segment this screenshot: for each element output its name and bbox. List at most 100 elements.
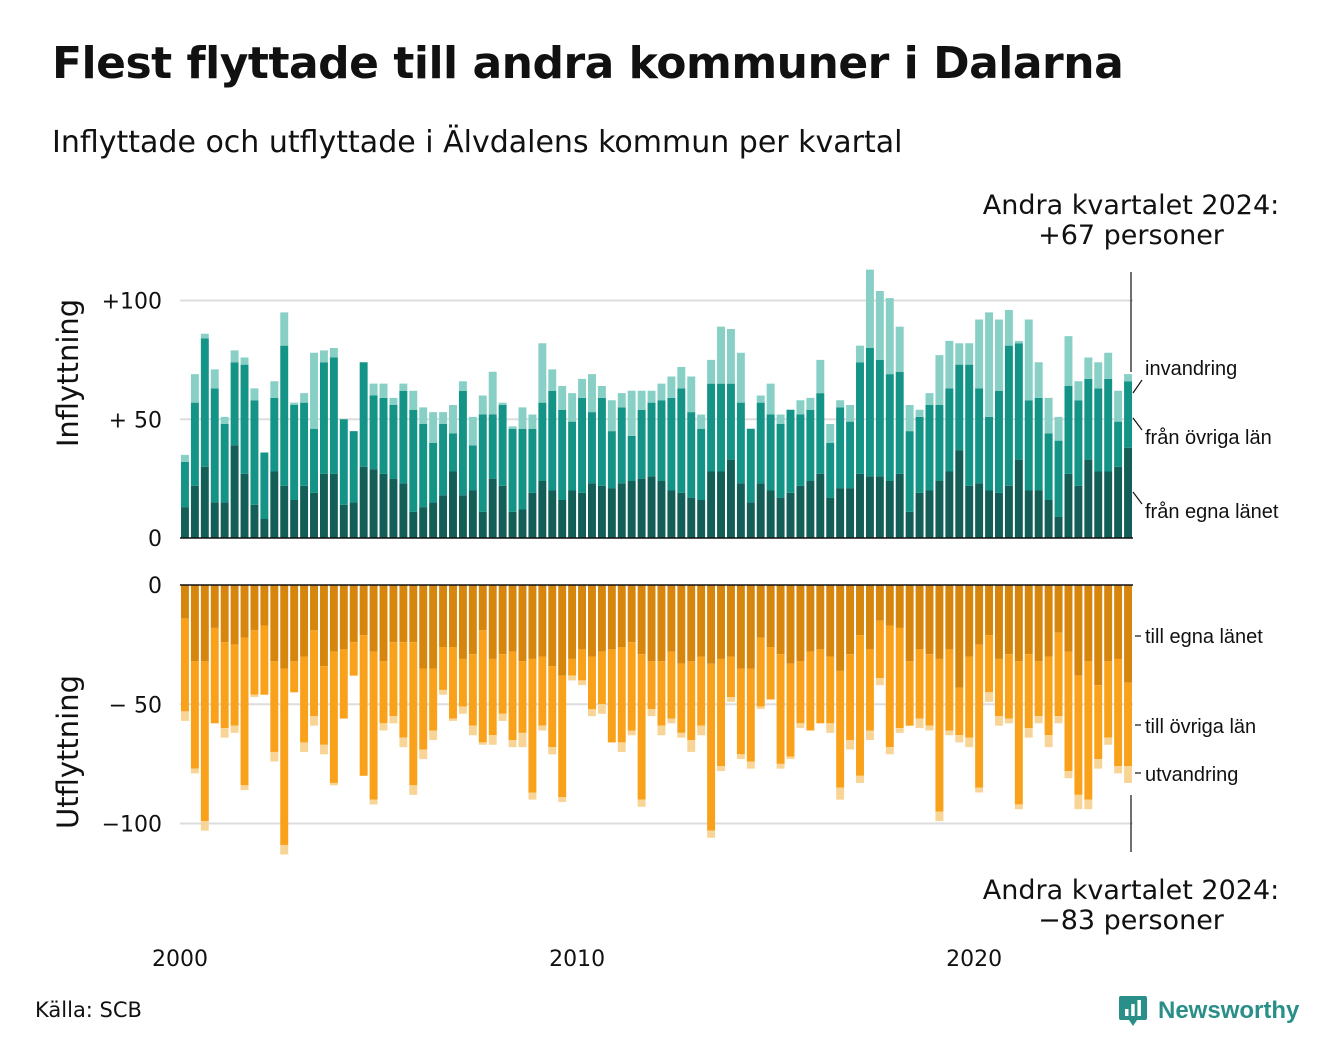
- bar-out-segment: [816, 585, 825, 650]
- bar-out-segment: [588, 709, 596, 717]
- series-label-till-egna-lanet: till egna länet: [1145, 626, 1263, 648]
- bar-in-segment: [270, 471, 279, 538]
- bar-in-segment: [856, 473, 864, 539]
- bar-out-segment: [1084, 661, 1093, 800]
- bar-out-segment: [617, 742, 626, 752]
- bar-out-segment: [885, 747, 894, 755]
- newsworthy-logo[interactable]: Newsworthy: [1118, 994, 1299, 1028]
- bar-out-segment: [1024, 654, 1033, 729]
- bar-out-segment: [955, 735, 964, 743]
- bar-out-segment: [1004, 585, 1013, 655]
- grid-lines: [180, 299, 1133, 825]
- bar-out-segment: [945, 649, 954, 731]
- bar-in-segment: [975, 388, 984, 484]
- bar-in-segment: [230, 445, 239, 539]
- bar-in-segment: [647, 476, 656, 538]
- bar-out-segment: [200, 821, 209, 831]
- bar-in-segment: [875, 359, 884, 477]
- bar-out-segment: [379, 723, 388, 731]
- bar-out-segment: [478, 630, 487, 743]
- bar-out-segment: [1034, 585, 1043, 662]
- bar-in-segment: [498, 402, 507, 406]
- bar-in-segment: [1024, 400, 1033, 491]
- bar-out-segment: [468, 654, 477, 726]
- bar-in-segment: [1074, 485, 1083, 538]
- bar-out-segment: [458, 658, 467, 707]
- bar-out-segment: [558, 585, 567, 676]
- bar-out-segment: [260, 625, 269, 695]
- bar-out-segment: [1024, 728, 1033, 738]
- bar-in-segment: [419, 424, 428, 508]
- bar-out-segment: [538, 585, 547, 657]
- bar-out-segment: [220, 728, 229, 738]
- bar-out-segment: [478, 742, 487, 745]
- bar-in-segment: [578, 378, 587, 398]
- xtick-label: 2010: [549, 947, 605, 972]
- bar-out-segment: [290, 585, 299, 662]
- bar-in-segment: [319, 350, 328, 363]
- bar-out-segment: [399, 642, 408, 738]
- bar-out-segment: [796, 661, 805, 724]
- bar-out-segment: [637, 654, 646, 800]
- bar-out-segment: [717, 585, 725, 659]
- bar-out-segment: [439, 647, 448, 690]
- series-labels: invandring från övriga län från egna län…: [1145, 358, 1279, 786]
- bar-out-segment: [1114, 766, 1123, 774]
- bar-out-segment: [925, 725, 934, 731]
- bar-in-segment: [836, 488, 845, 539]
- bar-in-segment: [230, 350, 239, 363]
- bar-in-segment: [478, 414, 487, 512]
- bar-in-segment: [190, 485, 199, 538]
- bar-in-segment: [488, 414, 497, 479]
- bar-in-segment: [270, 381, 279, 398]
- bar-out-segment: [726, 697, 735, 702]
- bar-in-segment: [558, 386, 567, 410]
- series-label-fran-egna-lanet: från egna länet: [1145, 501, 1279, 523]
- bar-out-segment: [508, 740, 517, 748]
- bar-in-segment: [1054, 416, 1063, 441]
- bar-in-segment: [190, 374, 199, 403]
- bar-out-segment: [826, 585, 835, 657]
- bar-out-segment: [250, 630, 259, 695]
- bar-in-segment: [200, 466, 209, 538]
- bar-in-segment: [1104, 352, 1113, 379]
- bar-out-segment: [290, 661, 299, 693]
- bar-in-segment: [260, 519, 269, 538]
- bar-in-segment: [329, 348, 338, 358]
- xtick-label: 2000: [152, 947, 208, 972]
- bar-in-segment: [816, 393, 825, 474]
- bar-out-segment: [449, 718, 457, 721]
- bar-out-segment: [736, 585, 745, 669]
- bar-out-segment: [905, 661, 914, 726]
- axes: 0 + 50 +100 0 − 50 −100 2000 2010 2020: [102, 290, 1133, 972]
- bar-in-segment: [865, 348, 874, 477]
- bar-in-segment: [210, 369, 219, 389]
- bar-out-segment: [995, 585, 1003, 659]
- bar-in-segment: [627, 435, 636, 482]
- bar-out-segment: [717, 766, 725, 772]
- bar-in-segment: [290, 402, 299, 406]
- bar-out-segment: [1004, 654, 1013, 719]
- bar-out-segment: [597, 651, 606, 705]
- bar-in-segment: [558, 500, 567, 538]
- bar-out-segment: [329, 782, 338, 786]
- annotation-out-line1: Andra kvartalet 2024:: [983, 875, 1279, 906]
- bar-out-segment: [329, 651, 338, 783]
- series-label-till-ovriga-lan: till övriga län: [1145, 716, 1256, 738]
- ytick-label-out: −100: [102, 813, 162, 838]
- ytick-label-out: 0: [148, 574, 162, 599]
- bar-out-segment: [180, 711, 189, 721]
- bar-out-segment: [687, 661, 696, 741]
- bar-out-segment: [389, 642, 398, 717]
- bar-out-segment: [1074, 675, 1083, 795]
- bar-in-segment: [985, 416, 994, 491]
- bar-in-segment: [300, 393, 309, 403]
- bar-out-segment: [200, 585, 209, 662]
- bar-in-segment: [389, 397, 398, 406]
- bar-out-segment: [945, 730, 954, 736]
- bar-out-segment: [369, 585, 378, 652]
- bar-out-segment: [1054, 716, 1063, 724]
- bar-in-segment: [1014, 340, 1023, 344]
- bar-out-segment: [419, 585, 428, 669]
- bar-out-segment: [1064, 585, 1073, 652]
